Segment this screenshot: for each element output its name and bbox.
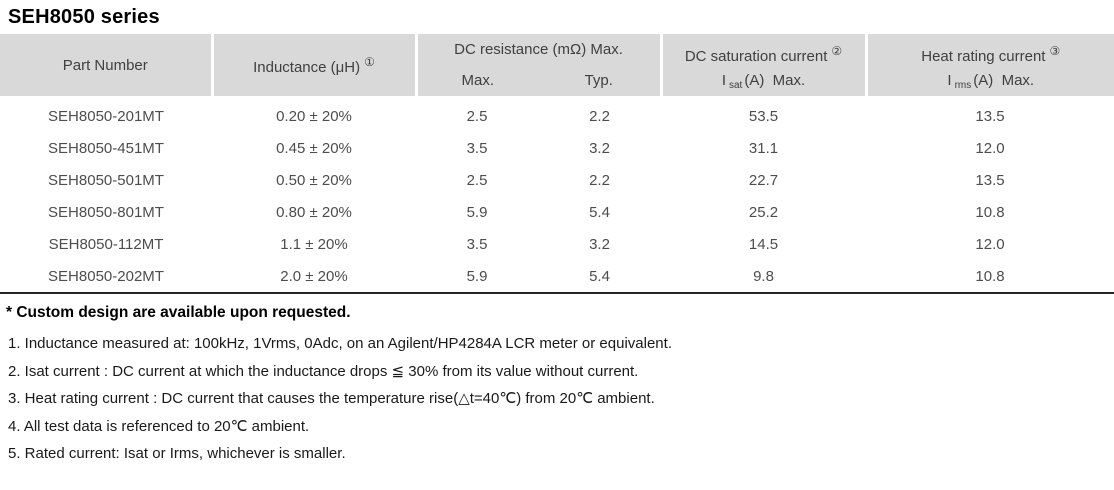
- custom-design-note: * Custom design are available upon reque…: [6, 304, 351, 321]
- footnote-ref-3-icon: ③: [1049, 43, 1061, 58]
- cell-isat: 53.5: [748, 107, 779, 125]
- cell-part-number: SEH8050-801MT: [48, 203, 164, 221]
- cell-dcr-typ: 5.4: [589, 267, 610, 285]
- footnote-ref-2-icon: ②: [831, 43, 843, 58]
- spec-table-header: Part Number Inductance (μH) ① DC resistan…: [0, 34, 1114, 96]
- cell-isat: 14.5: [748, 235, 779, 253]
- cell-dcr-max: 3.5: [466, 235, 488, 253]
- cell-inductance: 0.20 ± 20%: [276, 107, 352, 125]
- cell-irms: 13.5: [975, 107, 1005, 125]
- col-header-inductance: Inductance (μH) ①: [210, 34, 416, 96]
- table-row: SEH8050-202MT 2.0 ± 20% 5.9 5.4 9.8 10.8: [0, 260, 1114, 293]
- table-row: SEH8050-501MT 0.50 ± 20% 2.5 2.2 22.7 13…: [0, 164, 1114, 196]
- cell-irms: 12.0: [975, 235, 1005, 253]
- cell-dcr-max: 2.5: [466, 171, 488, 189]
- cell-dcr-typ: 3.2: [589, 235, 610, 253]
- cell-part-number: SEH8050-451MT: [48, 139, 164, 157]
- cell-irms: 12.0: [975, 139, 1005, 157]
- cell-part-number: SEH8050-202MT: [48, 267, 164, 285]
- footnote-4: 4. All test data is referenced to 20℃ am…: [8, 417, 310, 435]
- table-row: SEH8050-201MT 0.20 ± 20% 2.5 2.2 53.5 13…: [0, 96, 1114, 132]
- spec-table: Part Number Inductance (μH) ① DC resistan…: [0, 34, 1114, 294]
- cell-inductance: 1.1 ± 20%: [280, 235, 348, 253]
- cell-part-number: SEH8050-201MT: [48, 107, 164, 125]
- cell-dcr-typ: 2.2: [589, 171, 610, 189]
- cell-dcr-max: 5.9: [466, 203, 488, 221]
- col-subheader-dcr-typ: Typ.: [538, 66, 661, 96]
- footnote-2: 2. Isat current : DC current at which th…: [8, 362, 639, 380]
- cell-part-number: SEH8050-112MT: [48, 235, 164, 253]
- cell-irms: 10.8: [975, 267, 1005, 285]
- footnote-3: 3. Heat rating current : DC current that…: [8, 390, 655, 407]
- col-header-dc-resistance: DC resistance (mΩ) Max.: [414, 34, 661, 66]
- cell-dcr-typ: 3.2: [589, 139, 610, 157]
- table-row: SEH8050-801MT 0.80 ± 20% 5.9 5.4 25.2 10…: [0, 196, 1114, 228]
- cell-dcr-max: 5.9: [466, 267, 488, 285]
- cell-inductance: 0.80 ± 20%: [276, 203, 352, 221]
- table-row: SEH8050-451MT 0.45 ± 20% 3.5 3.2 31.1 12…: [0, 132, 1114, 164]
- footnote-ref-1-icon: ①: [364, 54, 375, 69]
- cell-inductance: 0.50 ± 20%: [276, 171, 352, 189]
- page-title: SEH8050 series: [8, 6, 160, 28]
- spec-table-body: SEH8050-201MT 0.20 ± 20% 2.5 2.2 53.5 13…: [0, 96, 1114, 293]
- cell-dcr-typ: 5.4: [589, 203, 610, 221]
- inductance-label: Inductance (μH): [253, 58, 361, 76]
- col-header-part-number: Part Number: [0, 34, 212, 96]
- table-row: SEH8050-112MT 1.1 ± 20% 3.5 3.2 14.5 12.…: [0, 228, 1114, 260]
- cell-isat: 22.7: [748, 171, 779, 189]
- heat-label-line: Heat rating current ③: [921, 43, 1061, 65]
- cell-isat: 25.2: [748, 203, 779, 221]
- cell-irms: 10.8: [975, 203, 1005, 221]
- cell-isat: 9.8: [753, 267, 774, 285]
- cell-inductance: 2.0 ± 20%: [280, 267, 348, 285]
- cell-isat: 31.1: [748, 139, 779, 157]
- cell-dcr-max: 2.5: [466, 107, 488, 125]
- cell-irms: 13.5: [975, 171, 1005, 189]
- cell-dcr-typ: 2.2: [589, 107, 610, 125]
- cell-inductance: 0.45 ± 20%: [276, 139, 352, 157]
- footnote-1: 1. Inductance measured at: 100kHz, 1Vrms…: [8, 335, 672, 352]
- col-subheader-dcr-max: Max.: [414, 66, 538, 96]
- cell-dcr-max: 3.5: [466, 139, 488, 157]
- saturation-label-line: DC saturation current ②: [684, 43, 843, 65]
- footnotes-section: * Custom design are available upon reque…: [0, 294, 1114, 463]
- cell-part-number: SEH8050-501MT: [48, 171, 164, 189]
- footnote-5: 5. Rated current: Isat or Irms, whicheve…: [8, 445, 346, 462]
